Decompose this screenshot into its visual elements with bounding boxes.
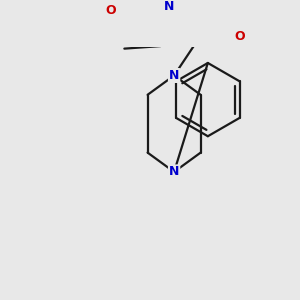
Text: N: N <box>169 69 179 82</box>
Text: O: O <box>105 4 116 17</box>
Text: O: O <box>234 30 245 44</box>
Text: N: N <box>169 165 179 178</box>
Text: N: N <box>164 0 174 13</box>
